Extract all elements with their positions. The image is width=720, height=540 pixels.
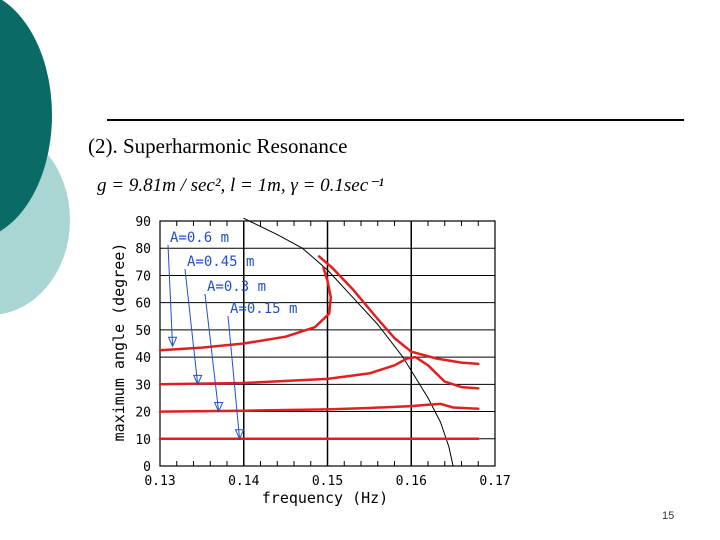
annotation-arrow <box>227 315 241 439</box>
chart-annotations: A=0.6 m A=0.45 m A=0.3 m A=0.15 m <box>167 230 297 441</box>
y-tick-label: 50 <box>135 324 151 339</box>
slide-title: (2). Superharmonic Resonance <box>88 134 348 158</box>
y-tick-label: 0 <box>143 460 151 475</box>
y-tick-label: 80 <box>135 242 151 257</box>
x-axis-label: frequency (Hz) <box>262 489 388 507</box>
chart-tick-labels: 0.13 0.14 0.15 0.16 0.17 0 10 20 30 40 50 60 70 80 90 <box>135 215 510 489</box>
response-curve <box>317 255 480 366</box>
parameter-formula: g = 9.81m / sec², l = 1m, γ = 0.1sec⁻¹ <box>97 175 384 196</box>
y-tick-label: 90 <box>135 215 151 230</box>
page-number: 15 <box>662 510 675 522</box>
chart-curves <box>158 217 480 467</box>
x-tick-label: 0.17 <box>479 474 510 489</box>
arrowhead <box>234 429 245 441</box>
x-tick-label: 0.14 <box>228 474 259 489</box>
arrowhead <box>192 374 203 386</box>
x-tick-label: 0.15 <box>312 474 343 489</box>
amplitude-label: A=0.15 m <box>230 301 297 317</box>
amplitude-label: A=0.6 m <box>170 230 229 246</box>
response-curve <box>158 402 480 413</box>
y-tick-label: 30 <box>135 378 151 393</box>
y-axis-label: maximum angle (degree) <box>110 243 128 442</box>
y-tick-label: 10 <box>135 433 151 448</box>
amplitude-label: A=0.3 m <box>207 279 266 295</box>
response-curve <box>158 266 333 352</box>
response-curve <box>158 355 480 390</box>
backbone-curve <box>243 217 454 467</box>
y-tick-label: 20 <box>135 406 151 421</box>
x-tick-label: 0.16 <box>396 474 427 489</box>
title-rule <box>107 119 684 121</box>
annotation-arrow <box>204 293 220 412</box>
y-tick-label: 70 <box>135 269 151 284</box>
teal-dark-circle <box>0 0 52 232</box>
amplitude-label: A=0.45 m <box>187 254 254 270</box>
y-tick-label: 60 <box>135 297 151 312</box>
y-tick-label: 40 <box>135 351 151 366</box>
arrowhead <box>213 402 224 413</box>
x-tick-label: 0.13 <box>144 474 175 489</box>
arrowhead <box>167 336 178 348</box>
annotation-arrow <box>167 244 174 347</box>
annotation-arrow <box>184 268 199 385</box>
